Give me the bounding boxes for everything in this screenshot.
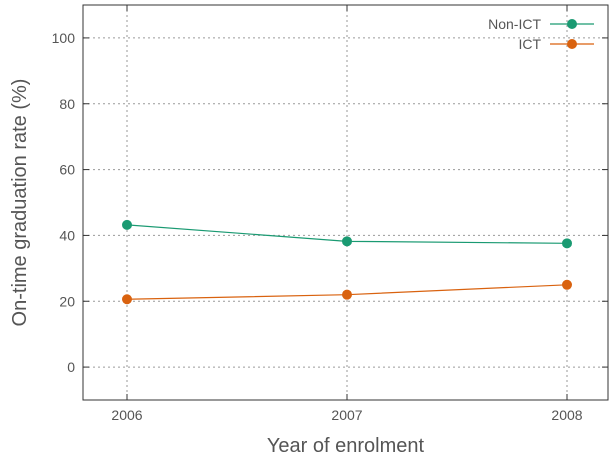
y-tick-label: 20 (59, 293, 75, 309)
data-point (562, 238, 572, 248)
series-non-ict (122, 220, 572, 248)
data-point (562, 280, 572, 290)
y-axis-title: On-time graduation rate (%) (9, 79, 31, 327)
y-tick-label: 0 (67, 359, 75, 375)
x-tick-label: 2008 (551, 407, 582, 423)
legend-label: Non-ICT (488, 16, 541, 32)
legend-swatch-marker (567, 19, 577, 29)
y-axis-ticks: 0 20 40 60 80 100 (52, 30, 608, 375)
grid-lines (83, 5, 608, 400)
legend-swatch-marker (567, 39, 577, 49)
legend-entry: ICT (518, 36, 594, 52)
x-tick-label: 2006 (111, 407, 142, 423)
y-tick-label: 80 (59, 96, 75, 112)
data-point (342, 236, 352, 246)
series-layer (122, 220, 572, 304)
legend-label: ICT (518, 36, 541, 52)
x-axis-title: Year of enrolment (267, 435, 425, 457)
legend: Non-ICT ICT (488, 16, 594, 52)
legend-entry: Non-ICT (488, 16, 594, 32)
data-point (122, 220, 132, 230)
data-point (122, 294, 132, 304)
plot-frame (83, 5, 608, 400)
y-tick-label: 100 (52, 30, 76, 46)
y-tick-label: 40 (59, 227, 75, 243)
y-tick-label: 60 (59, 162, 75, 178)
data-point (342, 290, 352, 300)
x-tick-label: 2007 (331, 407, 362, 423)
